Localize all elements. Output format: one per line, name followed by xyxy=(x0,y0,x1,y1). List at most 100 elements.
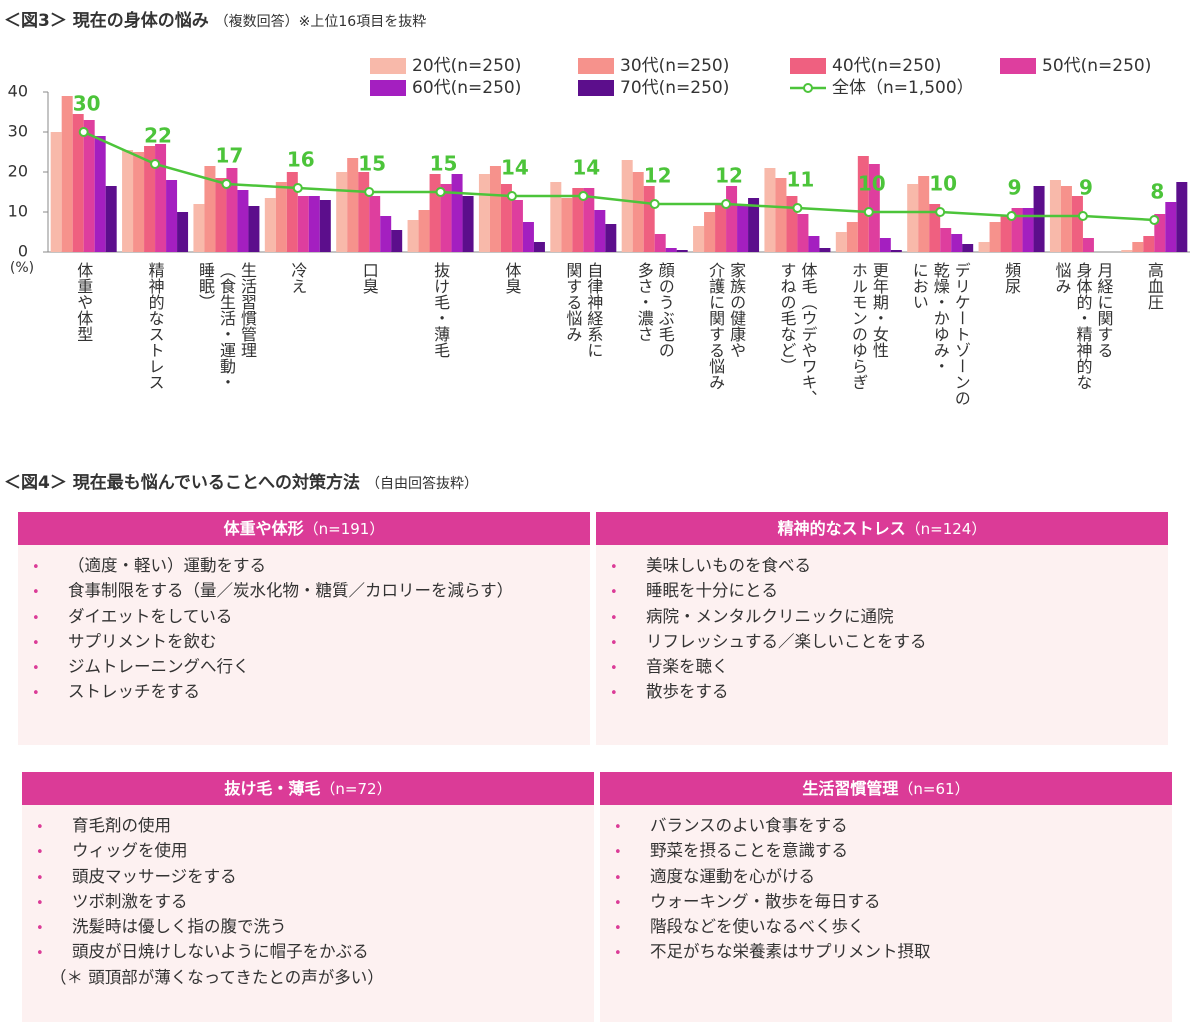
x-tick-label-line: 関する悩み xyxy=(563,262,583,342)
x-tick-label-line: 頻尿 xyxy=(1002,262,1022,294)
bullet: • xyxy=(32,610,40,626)
list-item: • 美味しいものを食べる xyxy=(610,553,1168,578)
bullet: • xyxy=(610,560,618,575)
x-tick-label: 精神的なストレス xyxy=(145,262,166,390)
data-label: 12 xyxy=(644,164,672,188)
bullet: • xyxy=(610,610,618,626)
x-tick-label-line: 更年期・女性 xyxy=(869,262,889,358)
figure-title: ＜図4＞ 現在最も悩んでいることへの対策方法 （自由回答抜粋） xyxy=(4,468,478,493)
list-item: • 洗髪時は優しく指の腹で洗う xyxy=(36,914,594,939)
x-tick-label: 冷え xyxy=(287,262,308,294)
x-tick-label: 顔のうぶ毛の 多さ・濃さ xyxy=(634,262,676,358)
x-tick-label-line: デリケートゾーンの xyxy=(951,262,971,406)
bullet: • xyxy=(610,661,618,677)
bullet: • xyxy=(614,946,622,962)
x-tick-label: 頻尿 xyxy=(1001,262,1022,294)
bar xyxy=(654,234,666,252)
bar xyxy=(94,136,106,252)
x-tick-label-line: 乾燥・かゆみ・ xyxy=(930,262,950,374)
data-label: 22 xyxy=(144,124,172,148)
bullet: • xyxy=(36,895,44,911)
bar xyxy=(429,174,441,252)
x-tick-label-line: 生活習慣管理 xyxy=(237,262,257,358)
x-tick-label-line: 抜け毛・薄毛 xyxy=(431,262,451,358)
bar xyxy=(237,190,249,252)
bar xyxy=(1071,196,1083,252)
bar xyxy=(105,186,117,252)
list-item: • 音楽を聴く xyxy=(610,654,1168,679)
line-marker xyxy=(792,203,803,213)
bar xyxy=(572,188,584,252)
bar xyxy=(561,198,573,252)
x-tick-label: 家族の健康や 介護に関する悩み xyxy=(705,262,747,390)
x-tick-label-line: 月経に関する xyxy=(1094,262,1114,358)
line xyxy=(83,130,1155,222)
bullet: • xyxy=(614,820,622,835)
legend-swatch xyxy=(370,58,406,74)
bar xyxy=(890,250,902,252)
line-marker xyxy=(292,183,303,193)
x-tick-label-line: 多さ・濃さ xyxy=(634,262,654,342)
legend-swatch xyxy=(790,58,826,74)
x-tick-label-line: 体毛（ウデやワキ、 xyxy=(798,262,818,406)
line-marker xyxy=(1006,211,1017,221)
x-tick-label: 月経に関する 身体的・精神的な 悩み xyxy=(1051,262,1114,390)
bar xyxy=(275,182,287,252)
bar xyxy=(462,196,474,252)
bar xyxy=(879,238,891,252)
y-tick-label: 0 xyxy=(18,242,28,261)
bar xyxy=(500,184,512,252)
bar xyxy=(868,164,880,252)
x-tick-label: 体毛（ウデやワキ、 すねの毛など） xyxy=(776,262,818,406)
y-tick-label: 30 xyxy=(8,122,28,141)
bar xyxy=(1033,186,1045,252)
item-text: （適度・軽い）運動をする xyxy=(68,556,266,575)
x-tick-label: 自律神経系に 関する悩み xyxy=(562,262,604,358)
data-label: 8 xyxy=(1150,180,1164,204)
item-text: バランスのよい食事をする xyxy=(650,816,848,835)
item-text: リフレッシュする／楽しいことをする xyxy=(646,631,927,651)
bar xyxy=(83,120,95,252)
section-header: 精神的なストレス（n=124） xyxy=(596,512,1168,545)
bar xyxy=(380,216,392,252)
item-text: 食事制限をする（量／炭水化物・糖質／カロリーを減らす） xyxy=(68,581,514,601)
legend-label: 70代(n=250) xyxy=(620,78,729,98)
section-n: （n=124） xyxy=(905,520,987,538)
bullet: • xyxy=(36,946,44,962)
bar xyxy=(835,232,847,252)
x-tick-label-line: 体重や体型 xyxy=(74,262,94,342)
item-text: ツボ刺激をする xyxy=(72,891,188,911)
x-tick-label-line: 体臭 xyxy=(502,262,522,294)
x-tick-label-line: 介護に関する悩み xyxy=(706,262,726,390)
bar xyxy=(264,198,276,252)
bullet: • xyxy=(32,686,40,702)
item-text: 散歩をする xyxy=(646,682,729,702)
bar xyxy=(133,152,145,252)
bar xyxy=(643,186,655,252)
legend-swatch xyxy=(370,80,406,96)
item-text: 頭皮マッサージをする xyxy=(72,866,237,886)
section-box: 精神的なストレス（n=124） • 美味しいものを食べる • 睡眠を十分にとる • 病院・メ… xyxy=(596,512,1168,745)
bar xyxy=(204,166,216,252)
list-item: • ジムトレーニングへ行く xyxy=(32,654,590,679)
data-label: 10 xyxy=(858,172,886,196)
section-body: • バランスのよい食事をする • 野菜を摂ることを意識する • 適度な運動を心がける • ウォ… xyxy=(600,805,1172,1022)
item-text: ストレッチをする xyxy=(68,682,200,702)
x-tick-label-line: 精神的なストレス xyxy=(145,262,165,390)
legend-swatch xyxy=(1000,58,1036,74)
bar xyxy=(918,176,930,252)
section-body: • 美味しいものを食べる • 睡眠を十分にとる • 病院・メンタルクリニックに通院 • リフレ… xyxy=(596,545,1168,745)
line-marker xyxy=(506,191,517,201)
list-item: • ウィッグを使用 xyxy=(36,838,594,863)
line-marker xyxy=(1077,211,1088,221)
bar xyxy=(122,150,134,252)
list-item: • 適度な運動を心がける xyxy=(614,864,1172,889)
x-tick-label-line: 身体的・精神的な xyxy=(1073,262,1093,390)
list-item: • 散歩をする xyxy=(610,679,1168,704)
bar xyxy=(1154,214,1166,252)
list-item: • ダイエットをしている xyxy=(32,604,590,629)
chart-subtitle: （複数回答） xyxy=(214,14,299,30)
item-text: 洗髪時は優しく指の腹で洗う xyxy=(72,917,287,937)
bar xyxy=(418,210,430,252)
bar xyxy=(605,224,617,252)
